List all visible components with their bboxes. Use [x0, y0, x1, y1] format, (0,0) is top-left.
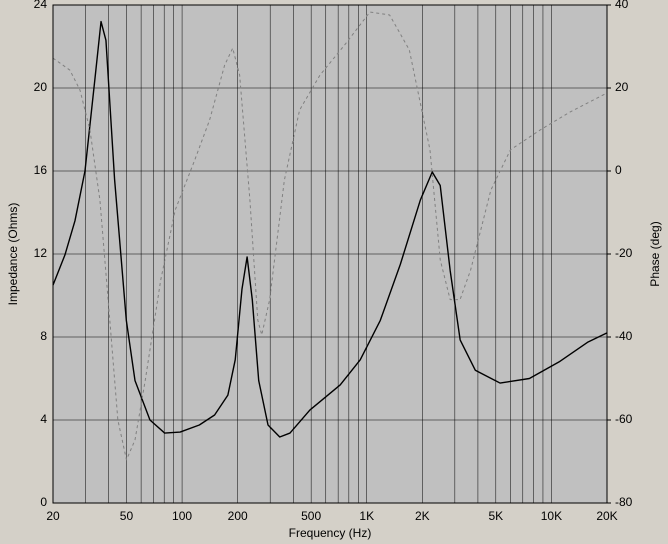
x-tick-label: 20: [46, 509, 60, 523]
series-line: [52, 11, 608, 461]
x-tick-label: 5K: [488, 509, 503, 523]
y-tick-label: 24: [34, 0, 48, 11]
x-tick-label: 500: [301, 509, 321, 523]
x-tick-label: 10K: [541, 509, 562, 523]
y-tick-label: 12: [34, 246, 48, 260]
x-tick-label: 1K: [359, 509, 374, 523]
y2-tick-label: 40: [615, 0, 629, 11]
y2-tick-label: -20: [615, 246, 633, 260]
y-axis-label: Impedance (Ohms): [6, 203, 20, 306]
y2-axis-label: Phase (deg): [648, 221, 662, 286]
y-tick-label: 20: [34, 80, 48, 94]
x-tick-label: 2K: [415, 509, 430, 523]
y-tick-label: 0: [40, 495, 47, 509]
x-tick-label: 50: [120, 509, 134, 523]
y-tick-label: 4: [40, 412, 47, 426]
y2-tick-label: -80: [615, 495, 633, 509]
x-tick-label: 100: [172, 509, 192, 523]
y2-tick-label: -60: [615, 412, 633, 426]
series-line: [52, 20, 608, 438]
y2-tick-label: -40: [615, 329, 633, 343]
x-axis-label: Frequency (Hz): [289, 526, 372, 540]
plot-border: [52, 4, 608, 504]
y-tick-label: 16: [34, 163, 48, 177]
x-tick-label: 200: [228, 509, 248, 523]
y2-tick-label: 20: [615, 80, 629, 94]
y2-tick-label: 0: [615, 163, 622, 177]
y-tick-label: 8: [40, 329, 47, 343]
x-tick-label: 20K: [596, 509, 617, 523]
